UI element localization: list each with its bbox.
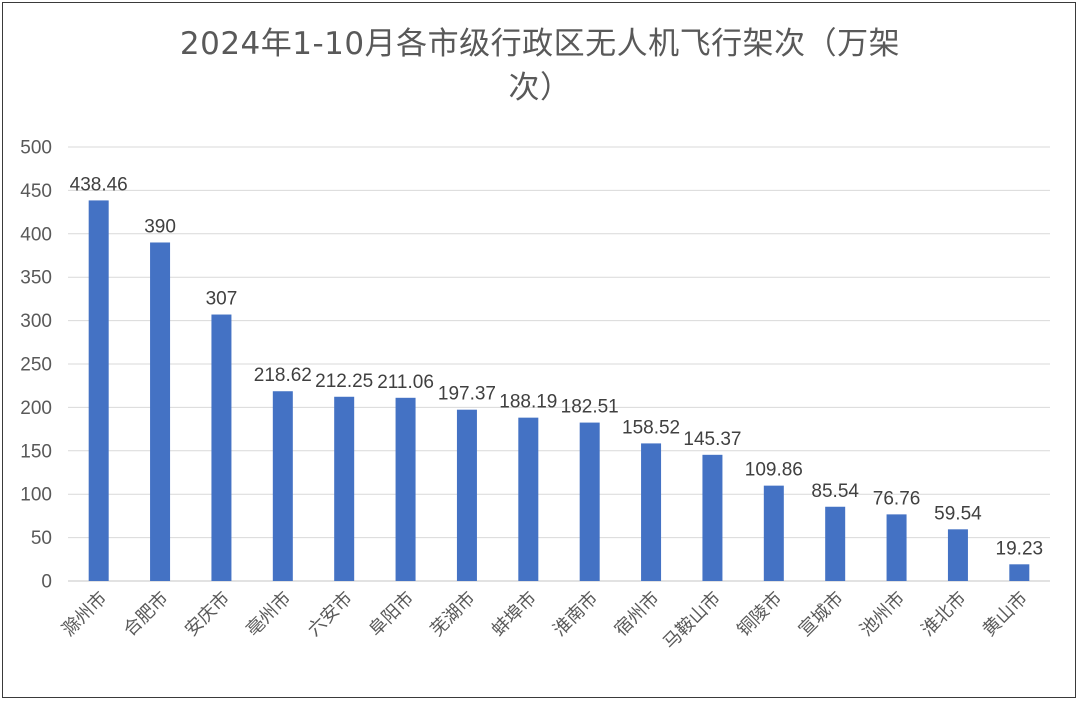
- bar: [702, 454, 723, 581]
- bar: [272, 391, 293, 581]
- category-label: 滁州市: [58, 588, 111, 641]
- bar: [150, 242, 171, 582]
- y-tick-label: 250: [20, 355, 52, 376]
- data-label: 158.52: [622, 417, 680, 438]
- bar: [763, 485, 784, 581]
- data-label: 76.76: [873, 488, 921, 509]
- data-label: 212.25: [315, 371, 373, 392]
- data-label: 197.37: [438, 384, 496, 405]
- y-tick-label: 50: [31, 528, 52, 549]
- data-label: 438.46: [70, 174, 128, 195]
- category-label: 淮北市: [917, 588, 970, 641]
- category-label: 池州市: [856, 588, 909, 641]
- data-label: 307: [206, 289, 238, 310]
- bar: [1009, 564, 1030, 581]
- y-tick-label: 450: [20, 181, 52, 202]
- data-label: 182.51: [561, 397, 619, 418]
- y-tick-label: 400: [20, 224, 52, 245]
- chart-title-line2: 次）: [508, 70, 572, 106]
- data-label: 85.54: [811, 481, 859, 502]
- category-label: 合肥市: [120, 588, 173, 641]
- y-tick-label: 100: [20, 485, 52, 506]
- category-label: 黄山市: [979, 588, 1032, 641]
- category-label: 安庆市: [181, 588, 234, 641]
- data-label: 109.86: [745, 460, 803, 481]
- category-label: 淮南市: [549, 588, 602, 641]
- bar: [334, 396, 355, 581]
- category-label: 马鞍山市: [659, 588, 725, 654]
- bar: [211, 314, 232, 581]
- bar: [641, 443, 662, 581]
- data-label: 188.19: [499, 392, 557, 413]
- category-label: 宣城市: [795, 588, 848, 641]
- bar: [579, 422, 600, 581]
- category-label: 阜阳市: [365, 588, 418, 641]
- category-label: 六安市: [304, 588, 357, 641]
- category-label: 亳州市: [242, 588, 295, 641]
- data-label: 59.54: [934, 503, 982, 524]
- y-tick-label: 150: [20, 441, 52, 462]
- data-label: 211.06: [377, 372, 434, 393]
- y-tick-label: 200: [20, 398, 52, 419]
- y-tick-label: 350: [20, 268, 52, 289]
- y-tick-label: 300: [20, 311, 52, 332]
- y-tick-label: 500: [20, 138, 52, 159]
- bar: [518, 417, 539, 581]
- bar: [456, 409, 477, 581]
- bar: [395, 397, 416, 581]
- data-label: 390: [144, 216, 176, 237]
- data-label: 145.37: [683, 429, 741, 450]
- category-label: 芜湖市: [426, 588, 479, 641]
- category-label: 宿州市: [611, 588, 664, 641]
- bar: [88, 200, 109, 581]
- category-label: 铜陵市: [733, 588, 786, 641]
- category-label: 蚌埠市: [488, 588, 541, 641]
- data-label: 218.62: [254, 365, 312, 386]
- bar: [886, 514, 907, 581]
- data-label: 19.23: [996, 538, 1044, 559]
- y-tick-label: 0: [41, 572, 52, 593]
- chart-title: 2024年1-10月各市级行政区无人机飞行架次（万架 次）: [0, 22, 1080, 110]
- bar: [947, 529, 968, 581]
- chart-title-line1: 2024年1-10月各市级行政区无人机飞行架次（万架: [179, 26, 901, 62]
- bar: [825, 506, 846, 581]
